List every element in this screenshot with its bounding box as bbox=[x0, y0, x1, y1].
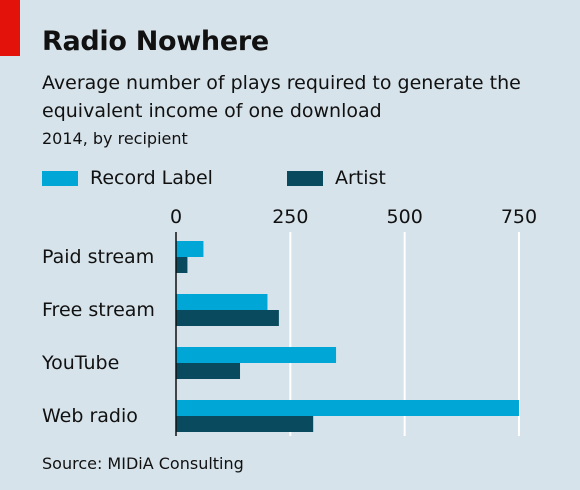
legend-label-artist: Artist bbox=[335, 167, 386, 189]
bar-web-radio-artist bbox=[176, 416, 314, 432]
legend-swatch-record-label bbox=[42, 170, 78, 186]
source-note: Source: MIDiA Consulting bbox=[42, 454, 244, 473]
bar-youtube-record-label bbox=[176, 347, 337, 363]
category-label-paid-stream: Paid stream bbox=[42, 246, 154, 268]
category-label-free-stream: Free stream bbox=[42, 299, 155, 321]
bar-paid-stream-record-label bbox=[176, 241, 204, 257]
legend-item-record-label: Record Label bbox=[42, 167, 213, 189]
x-tick-label-250: 250 bbox=[272, 206, 308, 228]
category-label-web-radio: Web radio bbox=[42, 405, 138, 427]
legend-swatch-artist bbox=[287, 170, 323, 186]
x-tick-label-0: 0 bbox=[170, 206, 182, 228]
bar-free-stream-artist bbox=[176, 310, 279, 326]
bar-youtube-artist bbox=[176, 363, 241, 379]
bar-web-radio-record-label bbox=[176, 400, 519, 416]
legend-label-record-label: Record Label bbox=[90, 167, 213, 189]
chart-title: Radio Nowhere bbox=[42, 26, 269, 57]
x-tick-label-500: 500 bbox=[387, 206, 423, 228]
category-label-youtube: YouTube bbox=[41, 352, 119, 374]
bar-free-stream-record-label bbox=[176, 294, 268, 310]
bar-paid-stream-artist bbox=[176, 257, 188, 273]
x-tick-label-750: 750 bbox=[501, 206, 537, 228]
legend-item-artist: Artist bbox=[287, 167, 386, 189]
chart-subtitle-year: 2014, by recipient bbox=[42, 129, 188, 148]
chart-subtitle: Average number of plays required to gene… bbox=[42, 72, 521, 122]
accent-tag bbox=[0, 0, 20, 56]
